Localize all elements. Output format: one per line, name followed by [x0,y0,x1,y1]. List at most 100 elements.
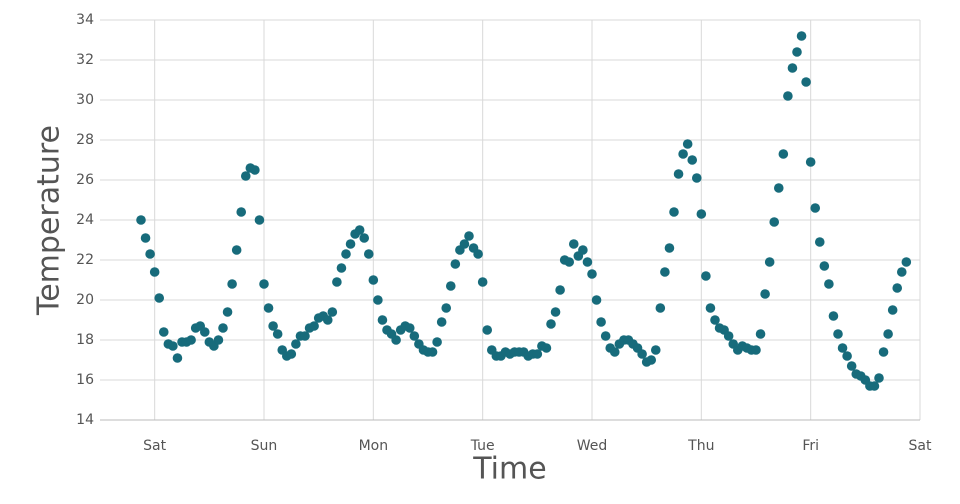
point [158,327,169,337]
point [327,307,338,317]
y-tick-label: 22 [76,252,94,268]
y-tick-label: 20 [76,292,94,308]
point [336,263,347,273]
point [222,307,233,317]
point [373,295,383,305]
x-tick-label: Wed [577,438,608,454]
point [723,331,734,341]
y-tick-label: 24 [76,212,94,228]
point [696,209,707,219]
point [363,249,374,259]
point [250,165,260,175]
point [286,349,297,359]
point [213,335,224,345]
point [646,355,657,365]
point [345,239,356,249]
point [887,305,898,315]
point [427,347,438,357]
point [136,215,146,225]
point [231,245,242,255]
point [404,323,415,333]
y-tick-label: 28 [76,132,94,148]
point [218,323,228,333]
point [591,295,602,305]
point [322,315,333,325]
point [892,283,903,293]
x-tick-label: Tue [470,438,495,454]
point [691,173,702,183]
point [805,157,816,167]
point [901,257,912,267]
point [477,277,488,287]
point [532,349,543,359]
point [673,169,684,179]
point [778,149,789,159]
point [705,303,716,313]
point [154,293,165,303]
point [259,279,269,289]
point [254,215,265,225]
point [792,47,802,57]
point [354,225,365,235]
point [450,259,461,269]
point [445,281,456,291]
point [359,233,370,243]
point [678,149,688,159]
y-tick-label: 34 [76,12,94,28]
point [564,257,575,267]
x-tick-label: Thu [687,438,714,454]
y-tick-label: 26 [76,172,94,188]
point [769,217,780,227]
point [272,329,283,339]
point [682,139,693,149]
point [801,77,811,87]
x-tick-label: Sun [251,438,278,454]
point [227,279,237,289]
point [368,275,379,285]
x-tick-label: Fri [802,438,819,454]
point [833,329,843,339]
point [199,327,210,337]
y-tick-label: 16 [76,372,94,388]
point [609,347,620,357]
point [787,63,798,73]
point [773,183,784,193]
point [596,317,606,327]
point [814,237,825,247]
point [810,203,821,213]
point [377,315,388,325]
point [436,317,447,327]
point [409,331,420,341]
x-tick-label: Mon [359,438,389,454]
point [660,267,670,277]
point [172,353,183,363]
point [168,341,178,351]
point [391,335,401,345]
y-tick-label: 14 [76,412,94,428]
point [546,319,556,329]
point [701,271,711,281]
point [482,325,493,335]
point [669,207,679,217]
point [874,373,884,383]
point [819,261,830,271]
point [149,267,160,277]
point [236,207,247,217]
x-tick-label: Sat [909,438,932,454]
point [464,231,474,241]
point [664,243,675,253]
y-tick-label: 18 [76,332,94,348]
point [760,289,770,299]
point [846,361,857,371]
point [751,345,761,355]
y-tick-label: 32 [76,52,94,68]
point [341,249,351,259]
point [441,303,452,313]
x-tick-label: Sat [143,438,166,454]
point [655,303,666,313]
point [240,171,251,181]
point [764,257,775,267]
point [140,233,151,243]
point [541,343,552,353]
